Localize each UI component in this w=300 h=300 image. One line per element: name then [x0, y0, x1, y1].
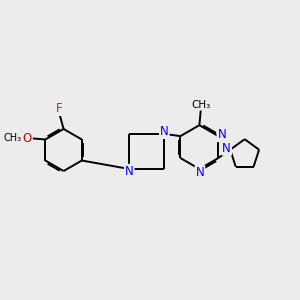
Text: N: N — [125, 165, 134, 178]
Text: N: N — [222, 142, 231, 155]
Text: N: N — [160, 125, 169, 138]
Text: CH₃: CH₃ — [4, 133, 22, 143]
Text: N: N — [196, 166, 204, 179]
Text: CH₃: CH₃ — [191, 100, 211, 110]
Text: F: F — [56, 102, 62, 115]
Text: O: O — [22, 131, 32, 145]
Text: N: N — [218, 128, 226, 141]
